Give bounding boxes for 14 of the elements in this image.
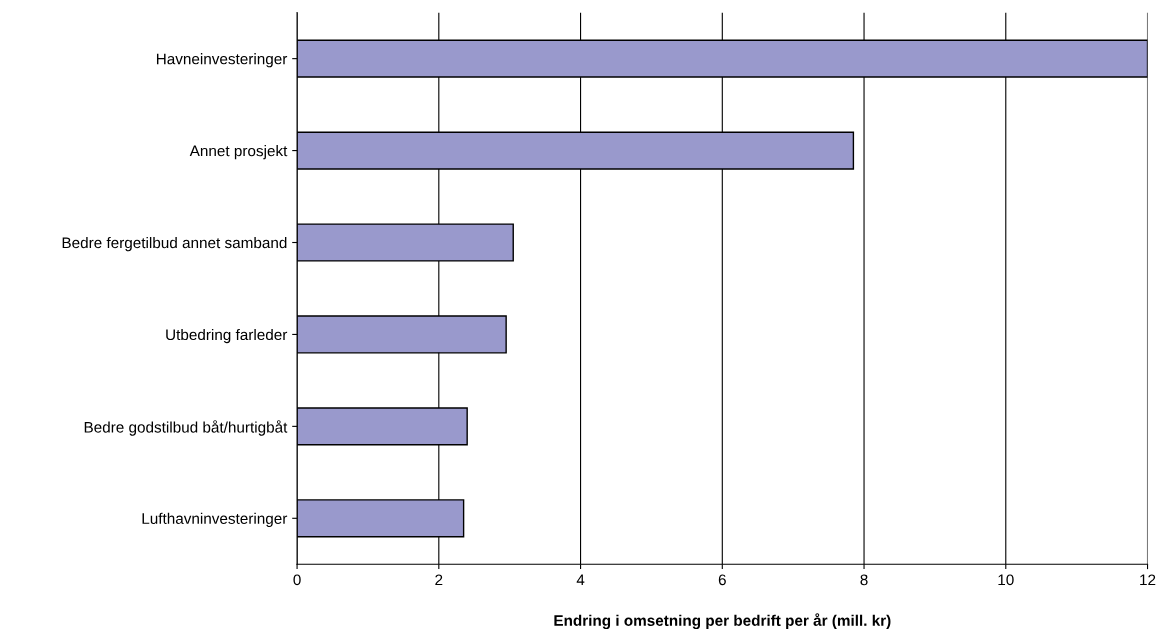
- x-tick-label: 10: [998, 574, 1014, 586]
- y-tick-label: Lufthavninvesteringer: [142, 512, 288, 527]
- x-tick-label: 0: [293, 574, 301, 586]
- x-axis-title: Endring i omsetning per bedrift per år (mill. kr): [554, 613, 891, 630]
- y-tick-label: Utbedring farleder: [166, 328, 288, 344]
- x-tick-label: 8: [860, 574, 868, 586]
- x-tick-label: 2: [435, 574, 443, 586]
- y-tick-label: Bedre fergetilbud annet samband: [62, 236, 287, 252]
- x-tick-label: 6: [718, 574, 726, 586]
- y-tick-label: Bedre godstilbud båt/hurtigbåt: [84, 420, 288, 436]
- y-tick-label: Havneinvesteringer: [156, 53, 288, 68]
- x-tick-label: 12: [1140, 574, 1156, 586]
- x-tick-label: 4: [576, 574, 585, 586]
- y-tick-label: Annet prosjekt: [189, 145, 288, 160]
